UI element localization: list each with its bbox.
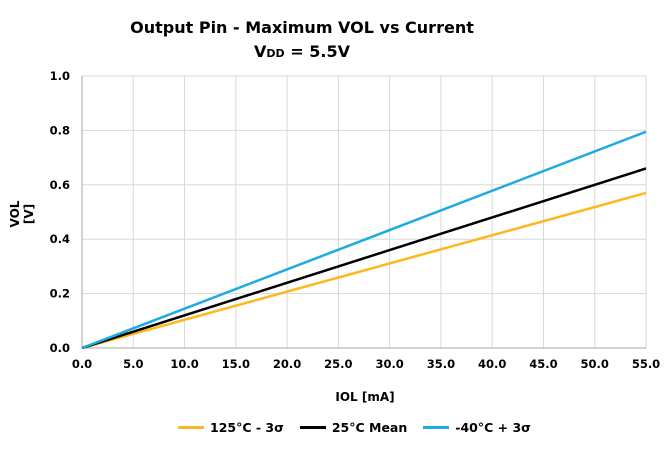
x-tick-label: 5.0 bbox=[123, 357, 143, 371]
legend-item: 25°C Mean bbox=[299, 419, 408, 435]
series-line bbox=[81, 130, 647, 350]
chart-title: Output Pin - Maximum VOL vs Current bbox=[130, 18, 474, 37]
x-tick-label: 55.0 bbox=[632, 357, 660, 371]
chart-subtitle: VDD = 5.5V bbox=[0, 42, 638, 61]
y-tick-label: 0.8 bbox=[50, 123, 70, 137]
x-tick-label: 10.0 bbox=[170, 357, 198, 371]
legend-label: 25°C Mean bbox=[331, 419, 408, 435]
legend-swatch bbox=[423, 425, 450, 429]
legend-item: -40°C + 3σ bbox=[423, 420, 531, 435]
x-tick-label: 35.0 bbox=[427, 357, 455, 371]
x-tick-label: 45.0 bbox=[529, 357, 557, 371]
x-tick-label: 15.0 bbox=[222, 357, 250, 371]
legend: 125°C - 3σ 25°C Mean -40°C + 3σ bbox=[178, 418, 538, 436]
y-tick-label: 0.2 bbox=[50, 287, 70, 301]
subtitle-subscript: DD bbox=[266, 47, 285, 60]
legend-label: -40°C + 3σ bbox=[455, 419, 531, 435]
x-tick-label: 20.0 bbox=[273, 357, 301, 371]
y-tick-label: 0.6 bbox=[50, 178, 70, 192]
y-tick-label: 0.0 bbox=[50, 341, 70, 355]
x-tick-label: 50.0 bbox=[581, 357, 609, 371]
legend-swatch bbox=[178, 425, 204, 429]
x-tick-label: 40.0 bbox=[478, 357, 506, 371]
series-line bbox=[81, 191, 647, 350]
x-tick-label: 30.0 bbox=[375, 357, 403, 371]
x-axis-label: IOL [mA] bbox=[335, 390, 395, 404]
subtitle-suffix: = 5.5V bbox=[284, 42, 350, 61]
series-line bbox=[81, 167, 647, 350]
legend-label: 125°C - 3σ bbox=[210, 419, 284, 435]
x-tick-label: 25.0 bbox=[324, 357, 352, 371]
y-tick-label: 1.0 bbox=[50, 69, 70, 83]
legend-swatch bbox=[299, 425, 326, 429]
subtitle-prefix: V bbox=[254, 42, 267, 61]
y-axis-label: VOL [V] bbox=[8, 200, 36, 228]
y-tick-label: 0.4 bbox=[50, 232, 70, 246]
x-tick-label: 0.0 bbox=[72, 357, 92, 371]
legend-item: 125°C - 3σ bbox=[178, 420, 284, 435]
